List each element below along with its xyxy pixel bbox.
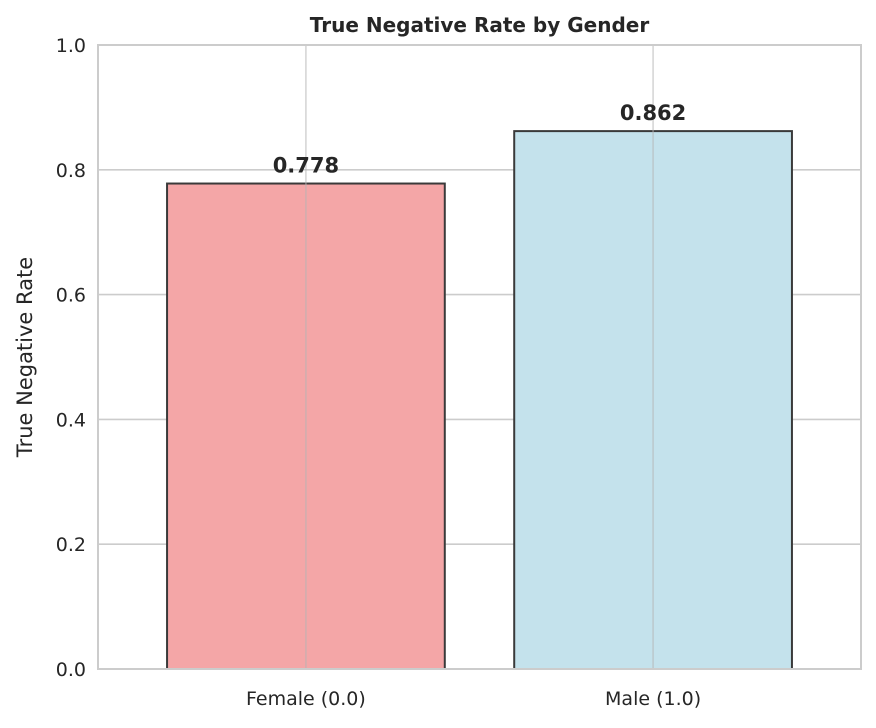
y-tick-label: 1.0 — [56, 35, 86, 57]
data-labels: 0.778 0.862 — [273, 101, 687, 177]
bars — [166, 45, 793, 670]
y-tick-label: 0.0 — [56, 659, 86, 681]
bar-value-label: 0.862 — [620, 101, 686, 125]
bar-value-label: 0.778 — [273, 154, 339, 178]
y-tick-label: 0.2 — [56, 534, 86, 556]
y-tick-label: 0.6 — [56, 285, 86, 307]
x-axis-ticks: Female (0.0) Male (1.0) — [246, 688, 701, 710]
y-tick-label: 0.4 — [56, 409, 86, 431]
y-tick-label: 0.8 — [56, 160, 86, 182]
plot-frame — [97, 44, 862, 670]
y-axis-ticks: 0.0 0.2 0.4 0.6 0.8 1.0 — [56, 35, 86, 681]
y-axis-label: True Negative Rate — [13, 257, 37, 458]
x-tick-label: Female (0.0) — [246, 688, 366, 710]
chart-title: True Negative Rate by Gender — [310, 13, 650, 37]
x-tick-label: Male (1.0) — [605, 688, 701, 710]
